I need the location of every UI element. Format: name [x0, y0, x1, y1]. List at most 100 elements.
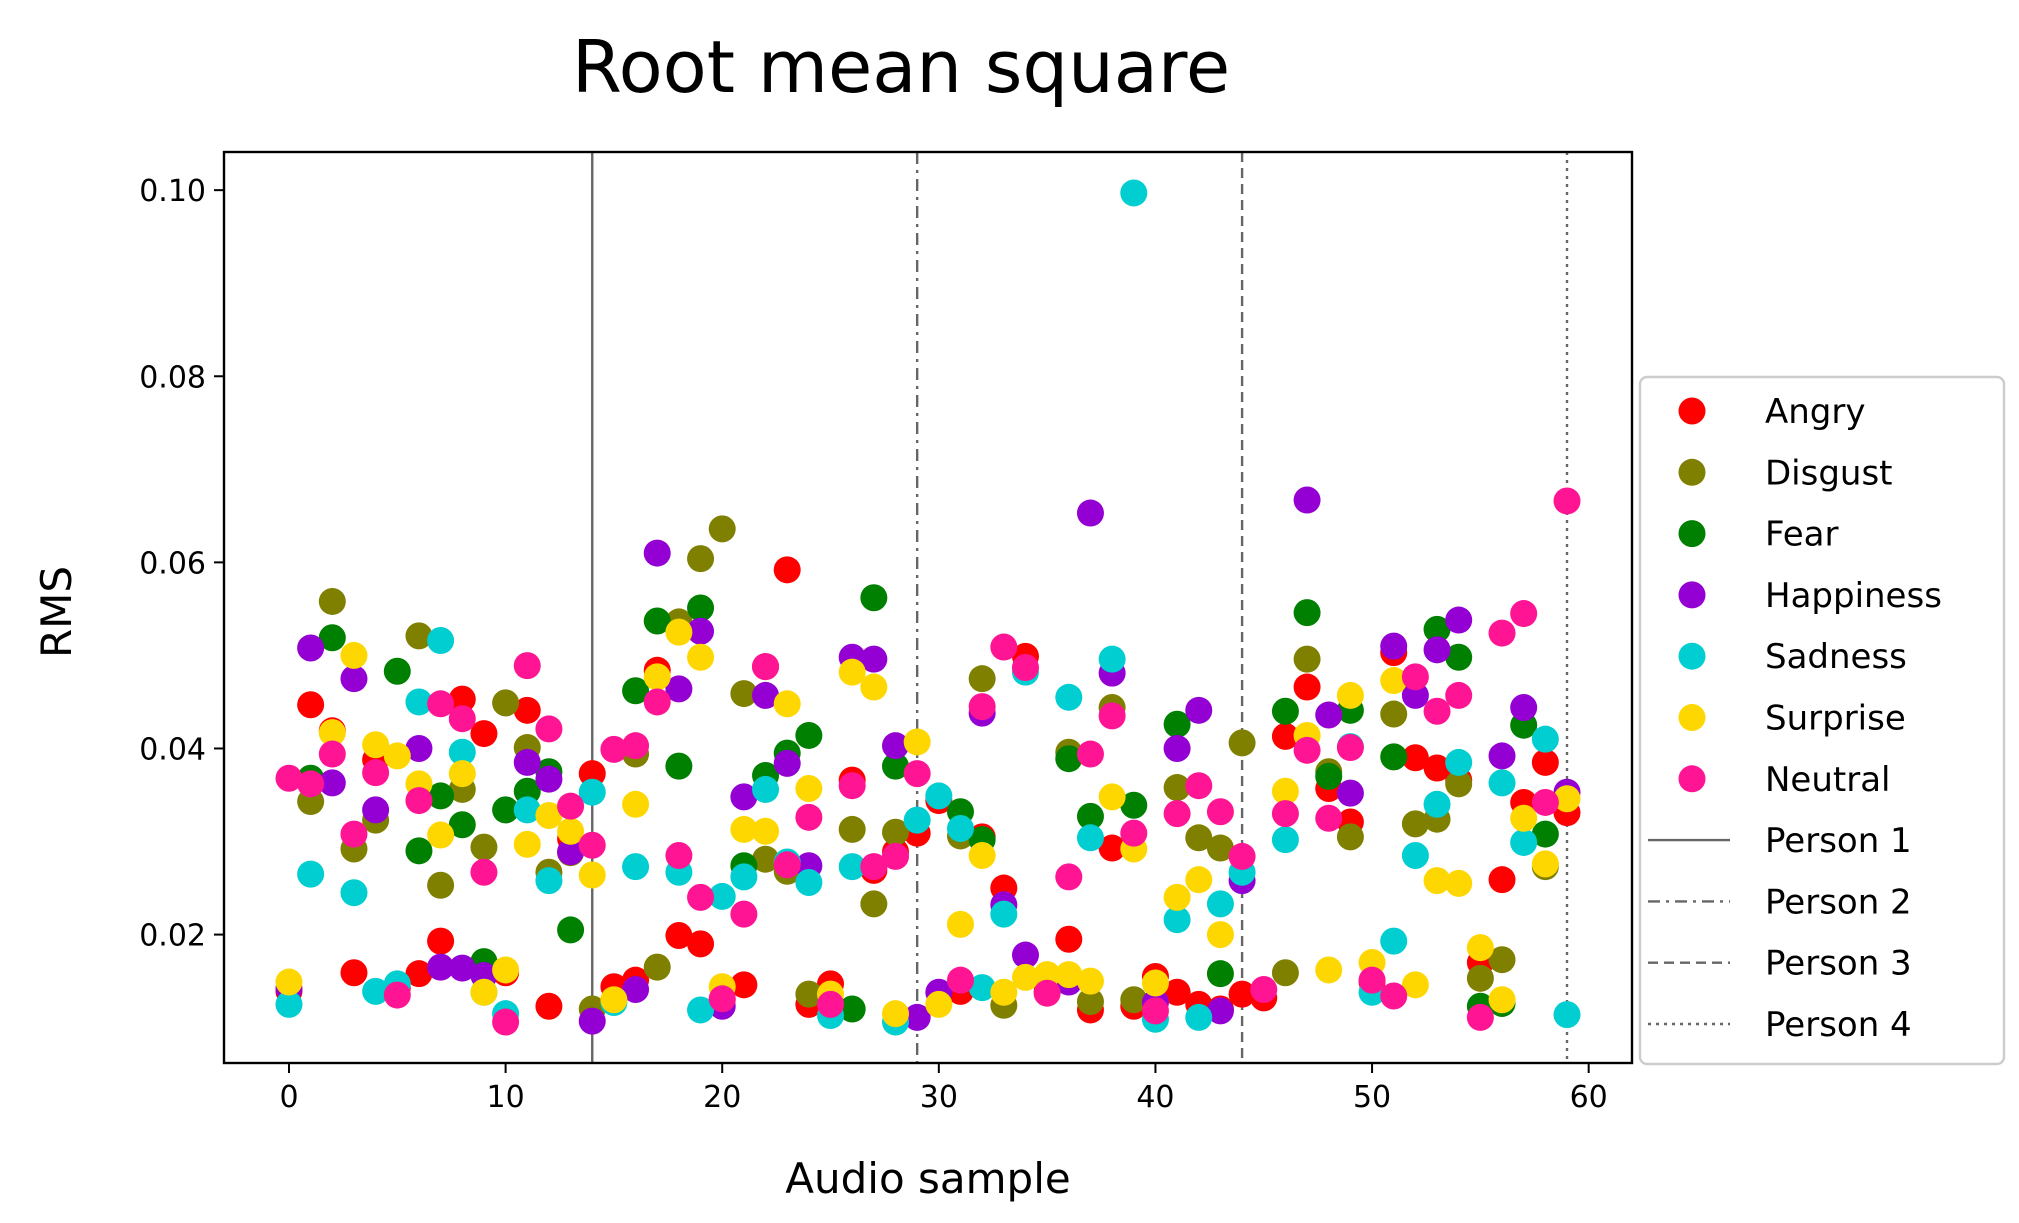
point-happiness — [1076, 499, 1104, 527]
point-angry — [427, 927, 455, 955]
point-happiness — [773, 749, 801, 777]
point-neutral — [1163, 800, 1191, 828]
point-angry — [1423, 754, 1451, 782]
legend-item-happiness: Happiness — [1678, 576, 1942, 616]
plot-frame — [222, 150, 1634, 1065]
point-neutral — [362, 759, 390, 787]
point-surprise — [1336, 681, 1364, 709]
legend-item-neutral: Neutral — [1678, 760, 1891, 800]
point-neutral — [708, 985, 736, 1013]
point-disgust — [643, 953, 671, 981]
point-happiness — [1315, 701, 1343, 729]
point-surprise — [1055, 961, 1083, 989]
point-disgust — [1120, 986, 1148, 1014]
point-surprise — [1315, 956, 1343, 984]
point-happiness — [622, 975, 650, 1003]
point-angry — [405, 960, 433, 988]
point-sadness — [1531, 725, 1559, 753]
point-surprise — [990, 978, 1018, 1006]
point-neutral — [1488, 619, 1516, 647]
point-surprise — [1488, 986, 1516, 1014]
point-surprise — [622, 790, 650, 818]
point-surprise — [1141, 969, 1169, 997]
point-sadness — [1076, 824, 1104, 852]
point-happiness — [535, 765, 563, 793]
x-tick-label: 60 — [1570, 1080, 1608, 1115]
point-happiness — [318, 769, 346, 797]
point-disgust — [752, 845, 780, 873]
point-surprise — [557, 817, 585, 845]
point-surprise — [362, 731, 390, 759]
point-fear — [860, 584, 888, 612]
point-sadness — [708, 882, 736, 910]
point-angry — [535, 992, 563, 1020]
point-neutral — [1250, 975, 1278, 1003]
x-axis: 0 10 20 30 40 50 60 — [279, 1063, 1608, 1115]
point-neutral — [1120, 819, 1148, 847]
point-sadness — [1488, 769, 1516, 797]
x-axis-label: Audio sample — [785, 1154, 1070, 1203]
legend-item-disgust: Disgust — [1678, 453, 1893, 493]
legend-label: Angry — [1765, 392, 1866, 432]
point-surprise — [535, 801, 563, 829]
legend-marker — [1678, 581, 1706, 609]
point-surprise — [1011, 963, 1039, 991]
point-sadness — [340, 879, 368, 907]
point-sadness — [513, 796, 541, 824]
point-happiness — [1445, 606, 1473, 634]
point-neutral — [470, 858, 498, 886]
point-sadness — [990, 900, 1018, 928]
point-disgust — [795, 980, 823, 1008]
point-neutral — [297, 770, 325, 798]
y-tick-label: 0.04 — [139, 732, 206, 767]
point-sadness — [925, 782, 953, 810]
legend-item-person-1: Person 1 — [1648, 821, 1912, 861]
point-neutral — [990, 633, 1018, 661]
point-angry — [1401, 744, 1429, 772]
plot-area — [222, 150, 1634, 1065]
point-sadness — [1120, 179, 1148, 207]
point-angry — [1163, 978, 1191, 1006]
point-disgust — [860, 890, 888, 918]
point-sadness — [1098, 645, 1126, 673]
point-neutral — [535, 715, 563, 743]
point-fear — [665, 752, 693, 780]
point-sadness — [297, 860, 325, 888]
legend-marker — [1678, 520, 1706, 548]
point-fear — [1076, 802, 1104, 830]
point-sadness — [622, 853, 650, 881]
point-happiness — [1336, 779, 1364, 807]
point-angry — [730, 971, 758, 999]
point-neutral — [1315, 804, 1343, 832]
point-happiness — [665, 675, 693, 703]
point-surprise — [838, 658, 866, 686]
point-fear — [1206, 960, 1234, 988]
point-surprise — [882, 1000, 910, 1028]
y-axis-label: RMS — [32, 566, 81, 658]
legend-label: Sadness — [1765, 637, 1907, 677]
point-happiness — [427, 953, 455, 981]
legend-item-fear: Fear — [1678, 515, 1838, 555]
point-happiness — [340, 665, 368, 693]
point-neutral — [1401, 663, 1429, 691]
point-fear — [383, 657, 411, 685]
point-neutral — [752, 653, 780, 681]
x-tick-label: 0 — [279, 1080, 298, 1115]
legend-label: Person 4 — [1765, 1005, 1912, 1045]
point-happiness — [1510, 694, 1538, 722]
point-neutral — [1206, 798, 1234, 826]
legend-item-person-2: Person 2 — [1648, 882, 1912, 922]
point-neutral — [492, 1008, 520, 1036]
point-neutral — [600, 735, 628, 763]
point-neutral — [1293, 736, 1321, 764]
point-sadness — [427, 627, 455, 655]
point-sadness — [730, 863, 758, 891]
point-neutral — [838, 772, 866, 800]
point-neutral — [513, 652, 541, 680]
point-angry — [470, 720, 498, 748]
point-sadness — [838, 853, 866, 881]
point-happiness — [405, 734, 433, 762]
point-neutral — [1380, 982, 1408, 1010]
point-fear — [1293, 599, 1321, 627]
